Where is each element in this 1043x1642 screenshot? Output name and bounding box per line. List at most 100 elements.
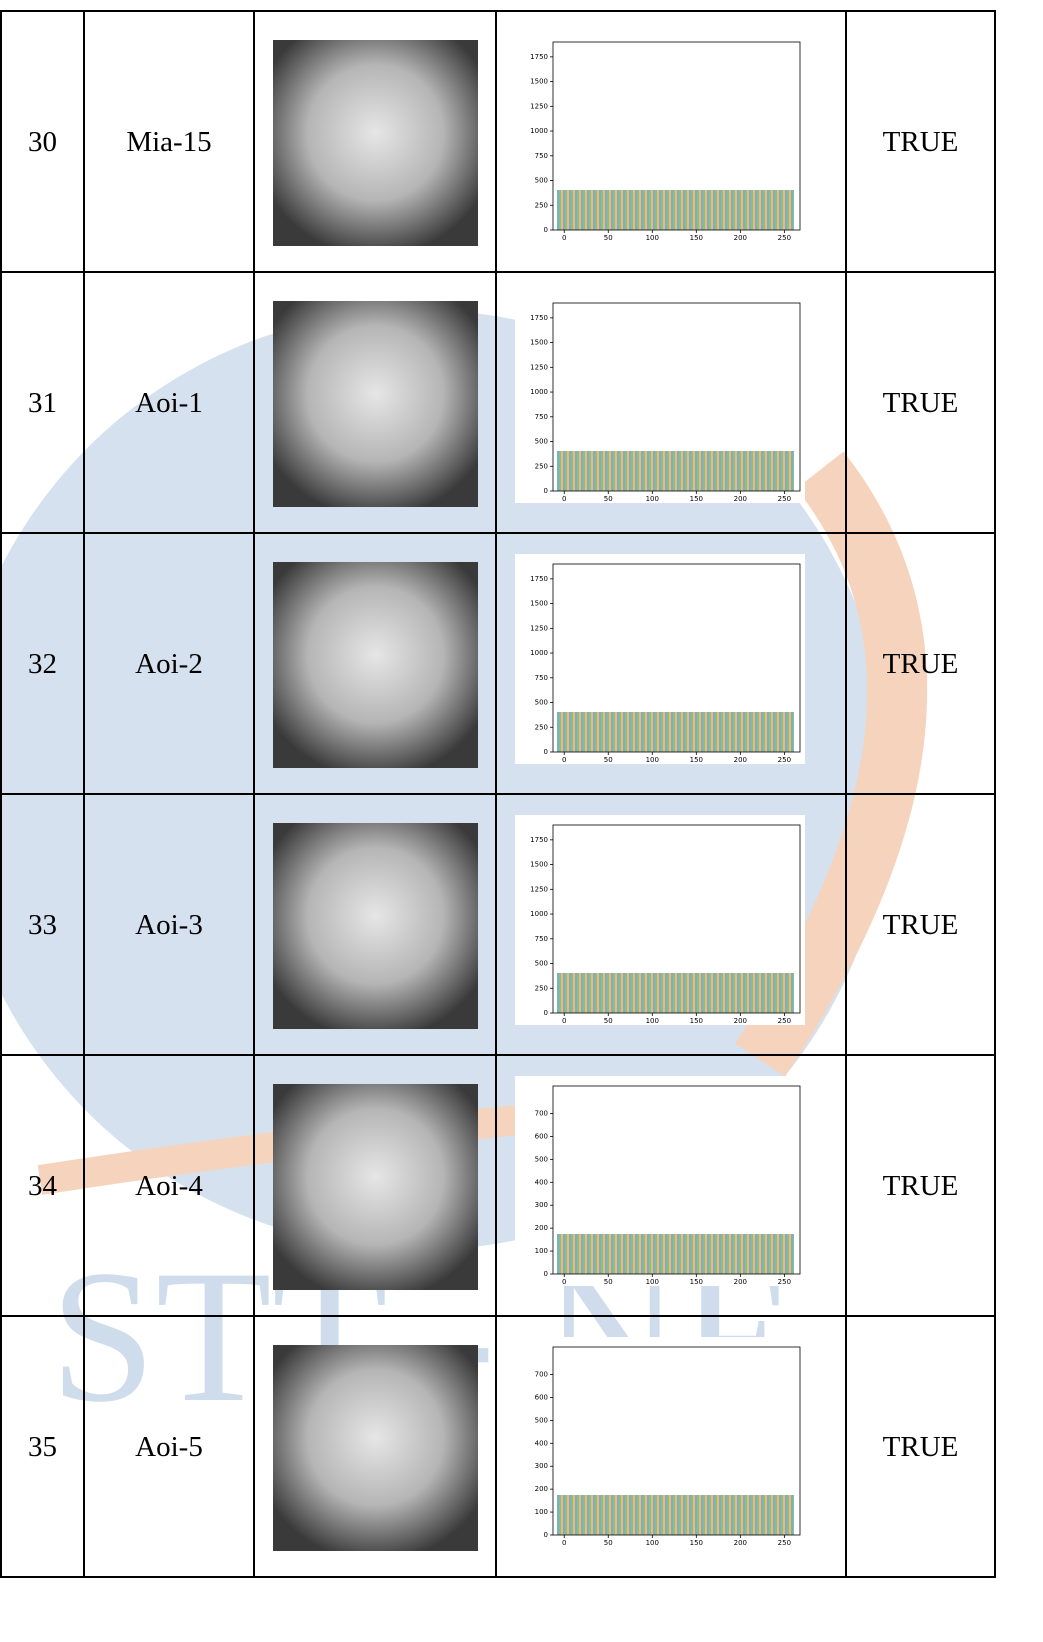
- plot-frame: [552, 41, 801, 231]
- y-tick-label: 0: [544, 226, 548, 234]
- x-tick-label: 100: [646, 1017, 659, 1025]
- row-result: TRUE: [882, 1431, 959, 1463]
- y-tick-label: 500: [535, 699, 548, 707]
- x-tick-label: 50: [604, 1539, 613, 1547]
- table-cell: Aoi-3: [85, 795, 255, 1056]
- x-tick-label: 0: [562, 1278, 566, 1286]
- histogram: 0 100 200 300 400 500 600 700 0 50 100 150 200 250: [515, 1337, 805, 1547]
- y-tick-label: 750: [535, 674, 548, 682]
- x-tick-label: 200: [734, 756, 747, 764]
- y-tick-label: 1500: [530, 78, 548, 86]
- y-tick-label: 750: [535, 413, 548, 421]
- face-photo: [272, 1083, 478, 1290]
- histogram: 0 250 500 750 1000 1250 1500 1750 0 50 100 150 200 25…: [515, 293, 805, 503]
- table-row: 34 Aoi-4 0 100 200 300 400 500 600 700 0 50 100 150 20…: [0, 1054, 996, 1317]
- histogram: 0 250 500 750 1000 1250 1500 1750 0 50 100 150 200 25…: [515, 32, 805, 242]
- table-cell: 0 250 500 750 1000 1250 1500 1750 0 50 100 150 200 25…: [497, 273, 847, 534]
- table-cell: 31: [0, 273, 85, 534]
- table-cell: TRUE: [847, 534, 996, 795]
- y-tick-label: 0: [544, 1009, 548, 1017]
- face-image: [272, 822, 478, 1029]
- table-cell: TRUE: [847, 1056, 996, 1317]
- x-tick-label: 250: [778, 234, 791, 242]
- plot-frame: [552, 302, 801, 492]
- row-name: Aoi-3: [135, 909, 203, 941]
- table-cell: TRUE: [847, 273, 996, 534]
- face-photo: [272, 561, 478, 768]
- y-tick-label: 0: [544, 1531, 548, 1539]
- row-result: TRUE: [882, 1170, 959, 1202]
- y-tick-label: 100: [535, 1508, 548, 1516]
- table-cell: [255, 1056, 497, 1317]
- row-name: Mia-15: [126, 126, 212, 158]
- table-cell: Mia-15: [85, 12, 255, 273]
- table-cell: Aoi-4: [85, 1056, 255, 1317]
- y-tick-label: 1000: [530, 388, 548, 396]
- face-photo: [272, 822, 478, 1029]
- y-tick-label: 1250: [530, 102, 548, 110]
- x-tick-label: 0: [562, 1539, 566, 1547]
- face-photo: [272, 39, 478, 246]
- row-name: Aoi-1: [135, 387, 203, 419]
- histogram-bars: [557, 973, 794, 1013]
- y-tick-label: 1500: [530, 861, 548, 869]
- x-tick-label: 250: [778, 1278, 791, 1286]
- histogram: 0 100 200 300 400 500 600 700 0 50 100 150 200 250: [515, 1076, 805, 1286]
- x-tick-label: 250: [778, 1539, 791, 1547]
- row-number: 32: [28, 648, 57, 680]
- y-tick-label: 1250: [530, 363, 548, 371]
- y-tick-label: 1750: [530, 575, 548, 583]
- table-row: 32 Aoi-2 0 250 500 750 1000 1250 1500 1750 0 50 100 1…: [0, 532, 996, 795]
- y-tick-label: 700: [535, 1371, 548, 1379]
- x-tick-label: 150: [690, 1278, 703, 1286]
- y-tick-label: 300: [535, 1462, 548, 1470]
- x-tick-label: 150: [690, 1539, 703, 1547]
- row-result: TRUE: [882, 126, 959, 158]
- y-tick-label: 1000: [530, 910, 548, 918]
- histogram: 0 250 500 750 1000 1250 1500 1750 0 50 100 150 200 25…: [515, 815, 805, 1025]
- x-tick-label: 50: [604, 495, 613, 503]
- table-cell: [255, 534, 497, 795]
- y-tick-label: 1500: [530, 600, 548, 608]
- table-bottom: [0, 1576, 996, 1578]
- table-cell: TRUE: [847, 1317, 996, 1578]
- face-image: [272, 561, 478, 768]
- x-tick-label: 200: [734, 495, 747, 503]
- y-tick-label: 1000: [530, 127, 548, 135]
- histogram-bars: [557, 190, 794, 230]
- y-tick-label: 1250: [530, 885, 548, 893]
- table-cell: TRUE: [847, 795, 996, 1056]
- row-result: TRUE: [882, 909, 959, 941]
- y-tick-label: 1250: [530, 624, 548, 632]
- y-tick-label: 250: [535, 984, 548, 992]
- table-row: 30 Mia-15 0 250 500 750 1000 1250 1500 1750 0 50 100…: [0, 10, 996, 273]
- row-name: Aoi-4: [135, 1170, 203, 1202]
- y-tick-label: 700: [535, 1110, 548, 1118]
- histogram-bars: [557, 1234, 794, 1274]
- histogram-bars: [557, 1495, 794, 1535]
- x-tick-label: 100: [646, 1539, 659, 1547]
- watermark-arc: [735, 451, 928, 1077]
- y-tick-label: 0: [544, 748, 548, 756]
- row-number: 33: [28, 909, 57, 941]
- row-number: 30: [28, 126, 57, 158]
- table-cell: Aoi-5: [85, 1317, 255, 1578]
- plot-frame: [552, 1346, 801, 1536]
- y-tick-label: 400: [535, 1439, 548, 1447]
- x-tick-label: 150: [690, 1017, 703, 1025]
- table-cell: [255, 1317, 497, 1578]
- row-number: 35: [28, 1431, 57, 1463]
- table-cell: 0 250 500 750 1000 1250 1500 1750 0 50 100 150 200 25…: [497, 12, 847, 273]
- x-tick-label: 0: [562, 495, 566, 503]
- histogram: 0 250 500 750 1000 1250 1500 1750 0 50 100 150 200 25…: [515, 554, 805, 764]
- x-tick-label: 50: [604, 756, 613, 764]
- x-tick-label: 200: [734, 1278, 747, 1286]
- x-tick-label: 150: [690, 756, 703, 764]
- y-tick-label: 400: [535, 1178, 548, 1186]
- y-tick-label: 0: [544, 487, 548, 495]
- face-image: [272, 39, 478, 246]
- y-tick-label: 1750: [530, 53, 548, 61]
- table-cell: 0 250 500 750 1000 1250 1500 1750 0 50 100 150 200 25…: [497, 795, 847, 1056]
- row-number: 31: [28, 387, 57, 419]
- x-tick-label: 250: [778, 756, 791, 764]
